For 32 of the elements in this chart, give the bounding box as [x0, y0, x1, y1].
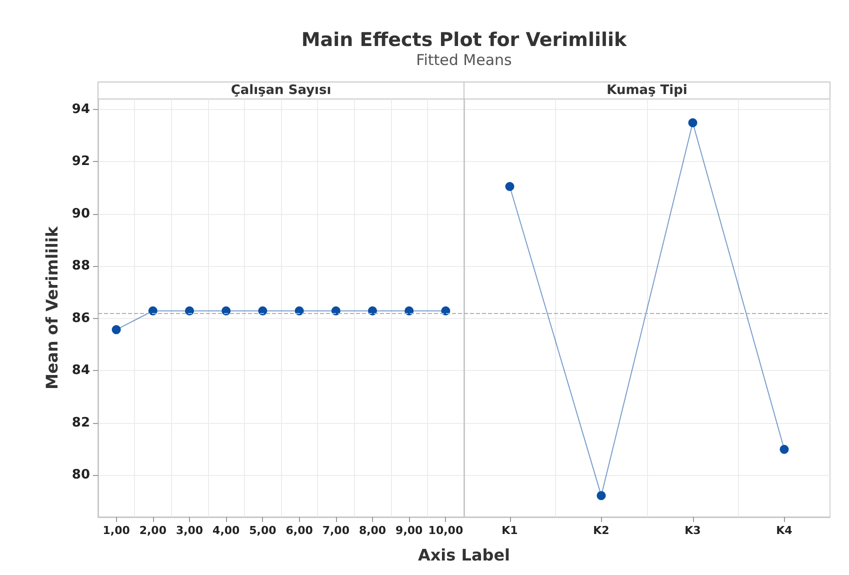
x-tick-label: 10,00	[428, 524, 464, 537]
point	[780, 444, 789, 454]
x-tick-label: 2,00	[139, 524, 167, 537]
y-tick-label: 86	[72, 310, 90, 326]
chart-subtitle: Fitted Means	[416, 51, 512, 69]
point	[688, 118, 698, 128]
x-tick-label: 3,00	[176, 524, 204, 537]
x-tick-label: 4,00	[212, 524, 240, 537]
x-tick-label: 7,00	[322, 524, 350, 537]
y-tick-label: 90	[72, 206, 90, 222]
point	[596, 491, 606, 500]
y-tick-label: 88	[72, 258, 90, 274]
x-tick-label: 8,00	[358, 524, 386, 537]
x-tick-label: K2	[593, 524, 610, 537]
x-tick-label: K4	[776, 524, 793, 537]
x-tick-label: 9,00	[396, 524, 424, 537]
x-tick-label: K1	[502, 524, 518, 537]
point	[505, 182, 514, 192]
x-tick-label: 5,00	[249, 524, 277, 537]
x-tick-label: 1,00	[102, 524, 130, 537]
x-tick-label: 6,00	[286, 524, 314, 537]
text: Kumaş Tipi	[606, 83, 688, 98]
x-axis-title: Axis Label	[418, 546, 510, 564]
y-tick-label: 80	[72, 468, 90, 483]
y-tick-label: 84	[72, 363, 90, 378]
chart-title: Main Effects Plot for Verimlilik	[301, 29, 628, 51]
y-tick-label: 94	[72, 102, 90, 117]
y-tick-label: 82	[72, 415, 90, 430]
y-axis-title: Mean of Verimlilik	[42, 226, 62, 390]
text: Çalışan Sayısı	[230, 83, 332, 98]
y-tick-label: 92	[72, 154, 90, 170]
x-tick-label: K3	[684, 524, 701, 537]
